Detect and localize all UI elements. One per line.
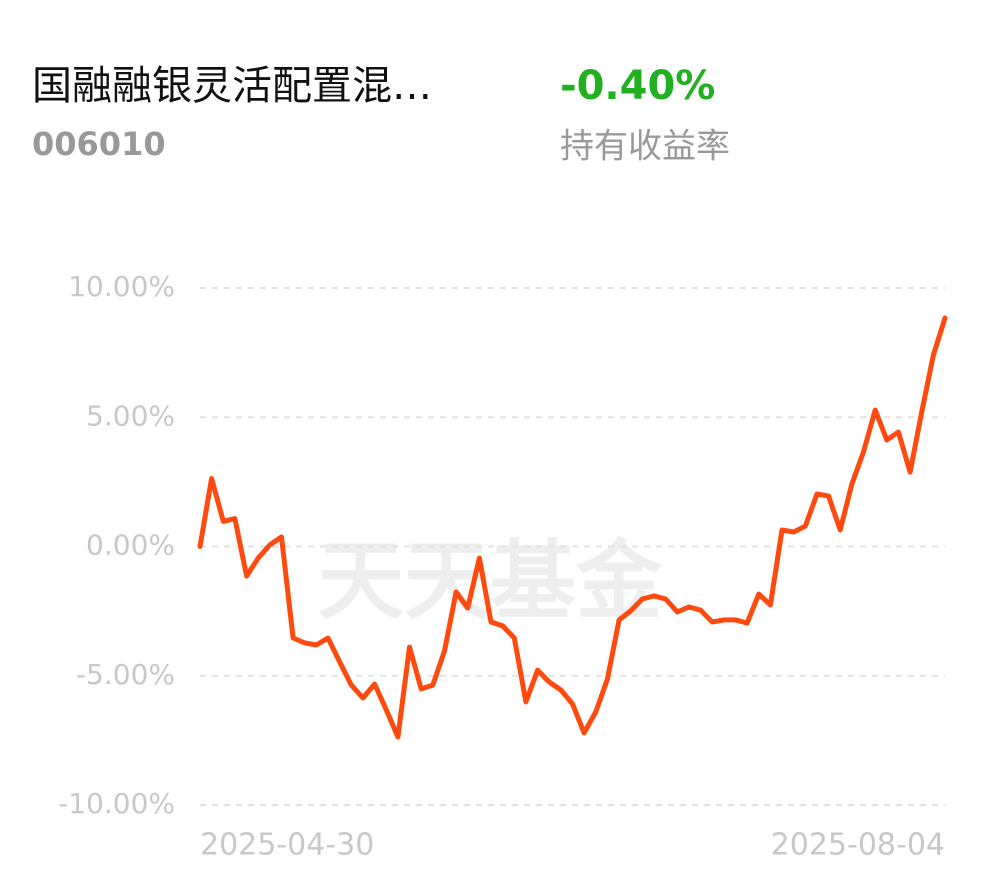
- return-value: -0.40%: [560, 63, 715, 109]
- y-tick-label: -10.00%: [58, 787, 175, 820]
- return-label: 持有收益率: [560, 127, 730, 167]
- x-tick-label: 2025-08-04: [771, 828, 945, 863]
- fund-code: 006010: [32, 125, 166, 163]
- line: [197, 315, 948, 740]
- y-tick-label: -5.00%: [76, 658, 175, 691]
- y-tick-label: 10.00%: [68, 270, 175, 303]
- fund-title[interactable]: 国融融银灵活配置混…: [32, 63, 432, 109]
- y-tick-label: 0.00%: [86, 529, 175, 562]
- y-tick-label: 5.00%: [86, 399, 175, 432]
- x-tick-label: 2025-04-30: [200, 828, 374, 863]
